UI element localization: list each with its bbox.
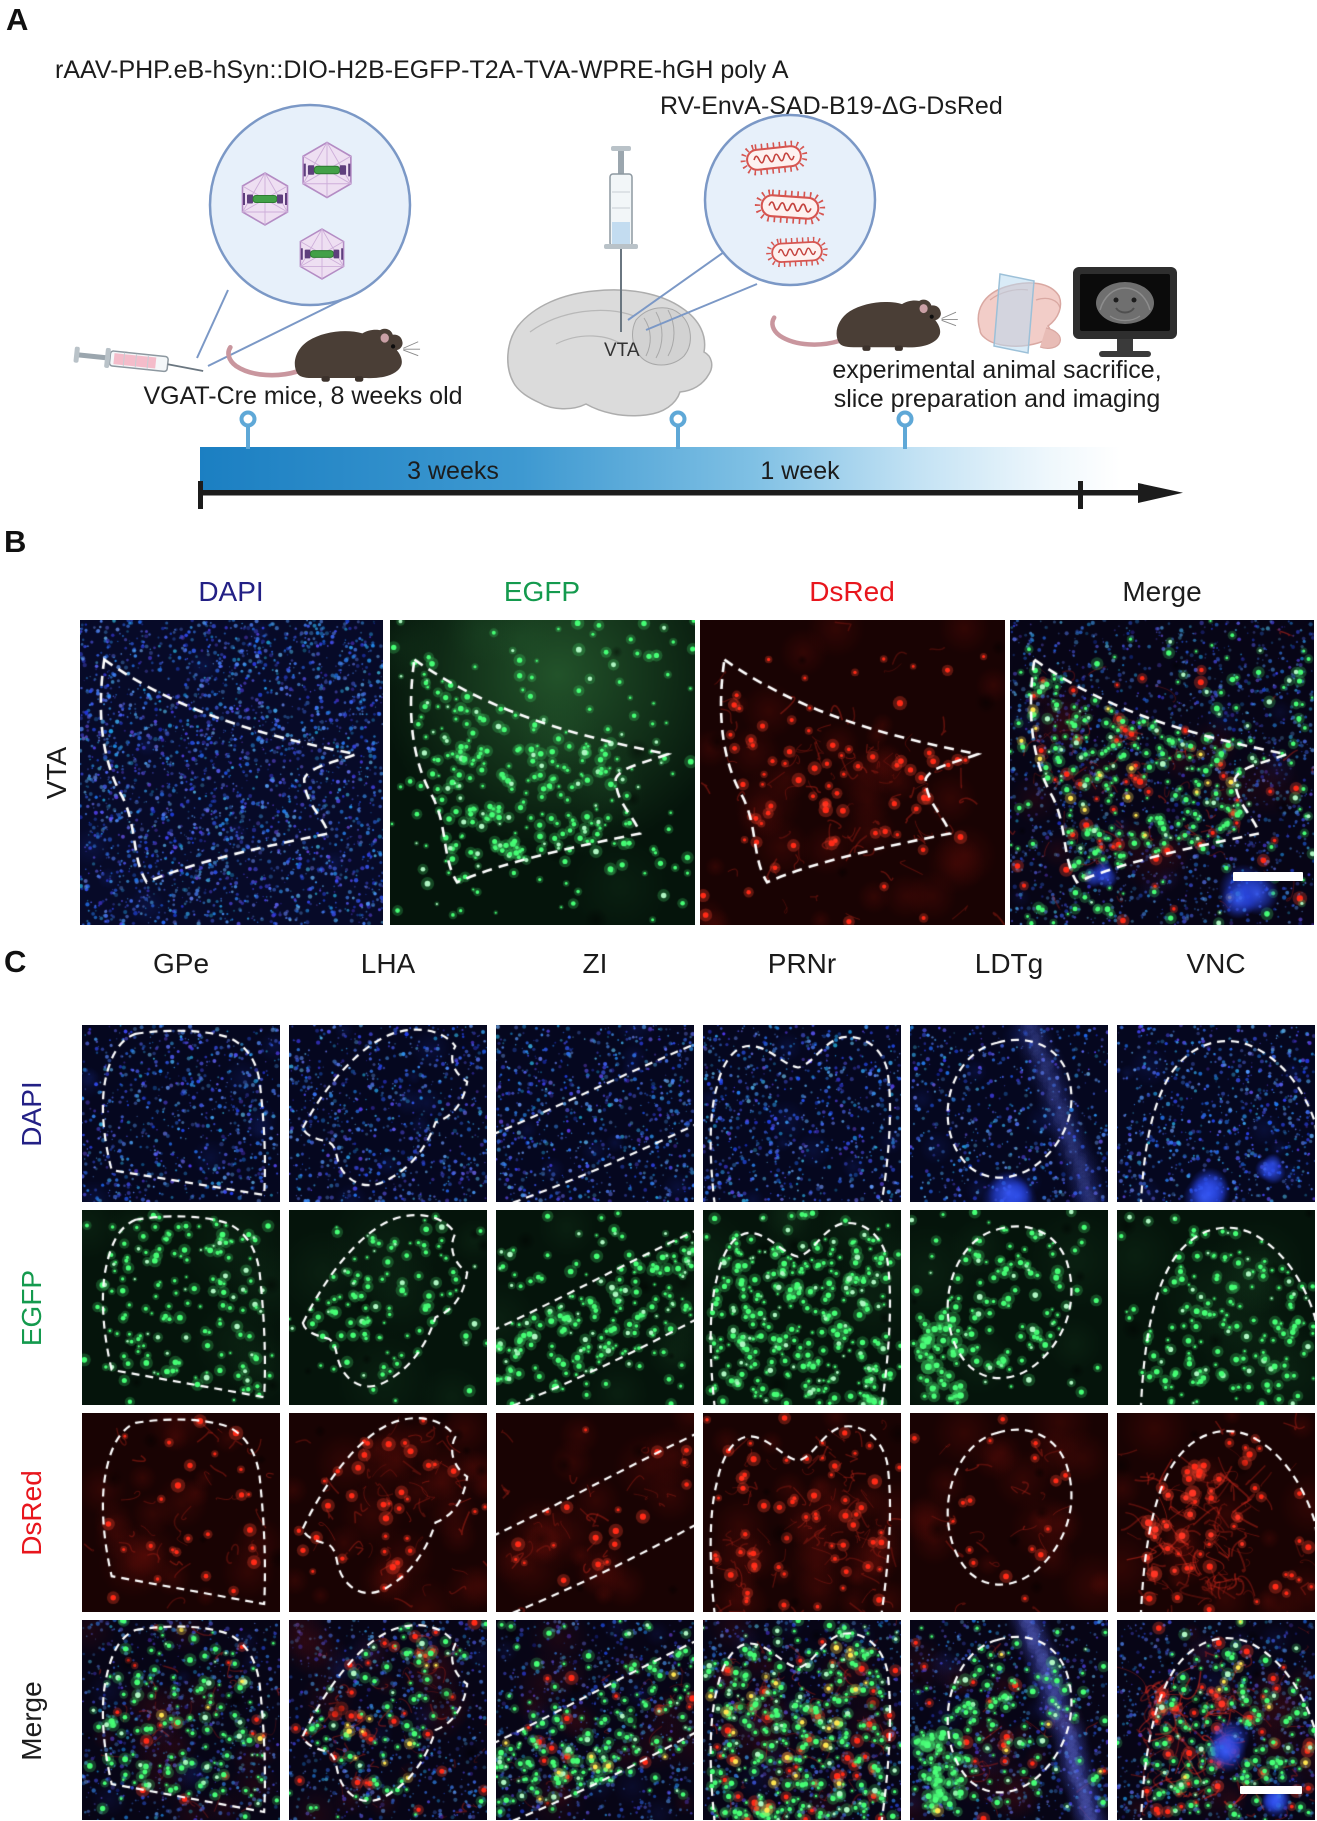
micrograph-zi-dapi: [496, 1025, 694, 1202]
micrograph-gpe-egfp: [82, 1210, 280, 1405]
micrograph-gpe-dsred: [82, 1413, 280, 1612]
mouse-icon: [226, 328, 421, 382]
brain-sagittal-icon: [507, 289, 713, 417]
micrograph-ldtg-egfp: [910, 1210, 1108, 1405]
micrograph-vta-dapi: [80, 620, 383, 925]
experiment-schematic: [73, 103, 1183, 509]
aav-callout-circle: [196, 103, 412, 367]
channel-header-dapi: DAPI: [198, 576, 264, 607]
micrograph-lha-egfp: [289, 1210, 487, 1405]
micrograph-ldtg-merge: [910, 1620, 1108, 1820]
rv-callout-circle: [627, 113, 877, 331]
scale-bar-c: [1240, 1786, 1302, 1794]
micrograph-vta-dsred: [700, 620, 1005, 925]
micrograph-prnr-merge: [703, 1620, 901, 1820]
channel-header-merge: Merge: [1122, 576, 1202, 607]
rabies-virus-icons: [740, 140, 828, 268]
rv-construct-label: RV-EnvA-SAD-B19-ΔG-DsRed: [660, 92, 1003, 120]
timeline-interval2-label: 1 week: [760, 457, 840, 485]
micrograph-zi-egfp: [496, 1210, 694, 1405]
region-header-prnr: PRNr: [767, 948, 837, 979]
panel-c-label: C: [4, 944, 27, 979]
panel-a-label: A: [6, 2, 29, 37]
mouse-sacrifice-icon: [770, 299, 958, 351]
region-header-vnc: VNC: [1186, 948, 1246, 979]
micrograph-prnr-dsred: [703, 1413, 901, 1612]
channel-header-egfp: EGFP: [503, 576, 581, 607]
vta-injection-label: VTA: [604, 340, 640, 361]
micrograph-vnc-dsred: [1117, 1413, 1315, 1612]
micrograph-vnc-dapi: [1117, 1025, 1315, 1202]
micrograph-gpe-dapi: [82, 1025, 280, 1202]
micrograph-ldtg-dapi: [910, 1025, 1108, 1202]
row-label-dapi: DAPI: [16, 1081, 47, 1147]
endpoint-label-line1: experimental animal sacrifice,: [832, 356, 1162, 384]
syringe-icon: [73, 346, 204, 373]
aav-construct-label: rAAV-PHP.eB-hSyn::DIO-H2B-EGFP-T2A-TVA-W…: [55, 56, 789, 84]
micrograph-gpe-merge: [82, 1620, 280, 1820]
micrograph-lha-dsred: [289, 1413, 487, 1612]
mouse-line-label: VGAT-Cre mice, 8 weeks old: [143, 382, 463, 410]
micrograph-ldtg-dsred: [910, 1413, 1108, 1612]
region-header-gpe: GPe: [152, 948, 210, 979]
scale-bar-b: [1233, 872, 1303, 881]
region-header-zi: ZI: [582, 948, 608, 979]
micrograph-vnc-egfp: [1117, 1210, 1315, 1405]
micrograph-vta-egfp: [390, 620, 695, 925]
timeline: [198, 410, 1183, 509]
row-label-vta: VTA: [41, 746, 72, 800]
micrograph-lha-merge: [289, 1620, 487, 1820]
micrograph-prnr-egfp: [703, 1210, 901, 1405]
micrograph-zi-merge: [496, 1620, 694, 1820]
row-label-dsred: DsRed: [16, 1470, 47, 1556]
micrograph-lha-dapi: [289, 1025, 487, 1202]
micrograph-prnr-dapi: [703, 1025, 901, 1202]
micrograph-zi-dsred: [496, 1413, 694, 1612]
row-label-merge: Merge: [16, 1681, 47, 1761]
endpoint-label-line2: slice preparation and imaging: [833, 385, 1161, 413]
region-header-ldtg: LDTg: [974, 948, 1044, 979]
vertical-syringe-icon: [604, 146, 638, 332]
region-header-lha: LHA: [360, 948, 416, 979]
timeline-interval1-label: 3 weeks: [407, 457, 499, 485]
panel-b-label: B: [4, 524, 27, 559]
channel-header-dsred: DsRed: [809, 576, 895, 607]
aav-virus-icons: [241, 141, 352, 280]
brain-slice-icon: [977, 273, 1062, 354]
row-label-egfp: EGFP: [16, 1269, 47, 1347]
monitor-icon: [1073, 267, 1177, 357]
